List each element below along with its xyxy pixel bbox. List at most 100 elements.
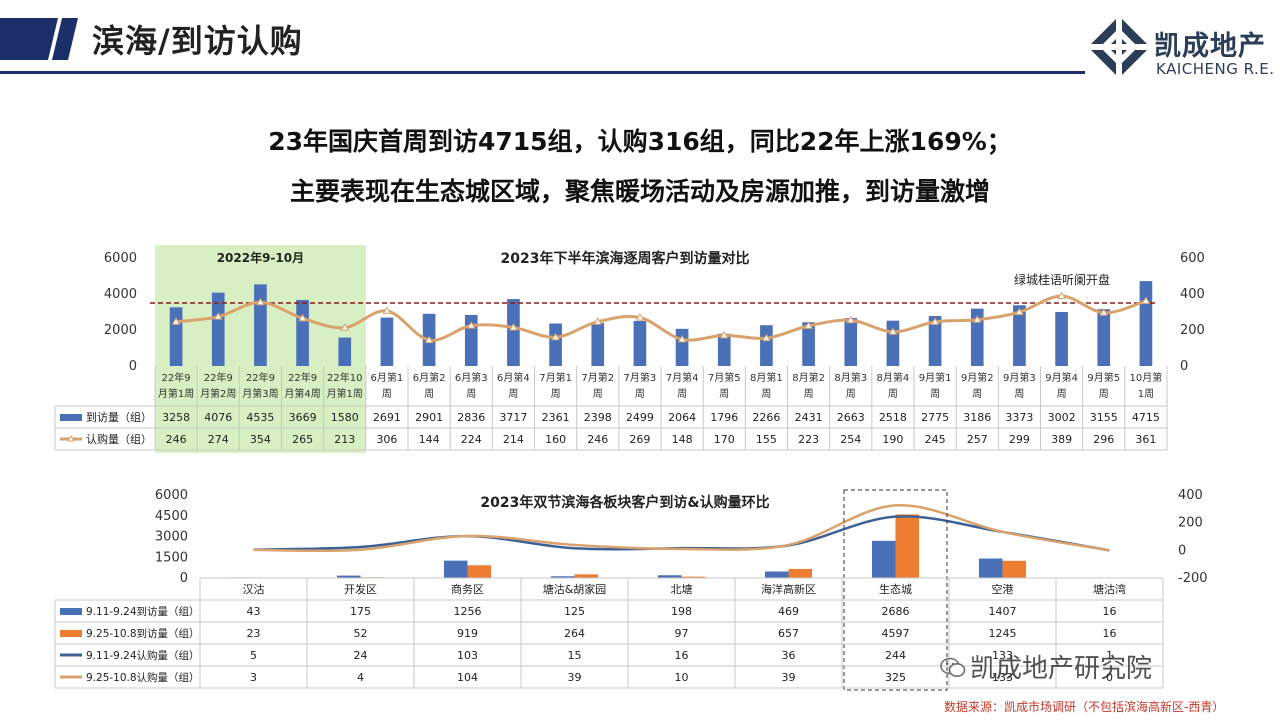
data-table: 9.11-9.24到访量（组） 43 175 1256 125 198 469 2686 140…	[54, 577, 1164, 689]
table-cell: 10	[675, 671, 689, 684]
visits-bar	[1055, 311, 1068, 366]
table-cell-visits: 2518	[879, 411, 907, 424]
table-cell: 16	[1103, 605, 1117, 618]
subscriptions-point	[382, 306, 392, 314]
table-cell: 133	[992, 671, 1013, 684]
table-cell-subs: 155	[756, 433, 777, 446]
x-category-label: 8月第3	[834, 371, 867, 384]
data-table: 到访量（组） 认购量（组） 3258 4076 4535 3669 1580 2691 2901…	[54, 366, 1168, 451]
y-left-tick-label: 2000	[104, 323, 137, 338]
highlight-label: 2022年9-10月	[217, 250, 304, 265]
x-category-label: 8月第4	[877, 371, 910, 384]
table-cell-subs: 214	[503, 433, 524, 446]
y-left-tick-label: 3000	[155, 530, 188, 545]
table-cell: 198	[671, 605, 692, 618]
subscriptions-line-period1	[253, 515, 1110, 552]
table-cell-subs: 296	[1093, 433, 1114, 446]
y-right-tick-label: 400	[1178, 488, 1203, 503]
table-cell-visits: 3002	[1048, 411, 1076, 424]
y-right-tick-label: 600	[1180, 251, 1205, 266]
y-left-tick-label: 6000	[104, 251, 137, 266]
x-category-label: 22年9	[204, 371, 233, 384]
x-category-label: 6月第3	[455, 371, 488, 384]
table-cell-visits: 2901	[415, 411, 443, 424]
table-cell: 175	[350, 605, 371, 618]
table-cell-visits: 2775	[921, 411, 949, 424]
legend-key-visits	[60, 414, 82, 421]
table-cell: 125	[564, 605, 585, 618]
y-left-tick-label: 1500	[155, 550, 188, 565]
table-cell-subs: 213	[334, 433, 355, 446]
table-cell-subs: 246	[166, 433, 187, 446]
visits-bar	[507, 299, 520, 366]
y-left-tick-label: 6000	[155, 488, 188, 503]
x-category-label: 周	[677, 388, 687, 400]
visits-bar-period2	[681, 576, 706, 578]
x-category-label: 9月第5	[1087, 371, 1120, 384]
y-left-tick-label: 0	[180, 571, 188, 586]
table-cell: 36	[782, 649, 796, 662]
table-cell-subs: 274	[208, 433, 229, 446]
visits-bar-period1	[764, 571, 789, 578]
x-category-label: 周	[1099, 388, 1109, 400]
chart-title: 2023年双节滨海各板块客户到访&认购量环比	[480, 494, 769, 511]
table-cell-visits: 2064	[668, 411, 696, 424]
x-category-label: 周	[719, 388, 729, 400]
visits-bar	[802, 322, 815, 366]
chart-title: 2023年下半年滨海逐周客户到访量对比	[501, 250, 750, 267]
table-cell-subs: 223	[798, 433, 819, 446]
x-category-label: 7月第5	[708, 371, 741, 384]
subscriptions-point	[719, 330, 729, 339]
table-cell: 657	[778, 627, 799, 640]
table-cell: 469	[778, 605, 799, 618]
table-cell-visits: 3258	[162, 411, 190, 424]
subscriptions-point	[635, 313, 645, 321]
x-category-label: 开发区	[344, 582, 377, 596]
table-cell: 16	[1103, 627, 1117, 640]
subscriptions-point	[298, 313, 307, 322]
visits-bar	[1013, 305, 1026, 366]
x-category-label: 周	[424, 388, 434, 400]
table-cell-visits: 2836	[457, 411, 485, 424]
table-cell-visits: 3717	[499, 411, 527, 424]
visits-bar	[211, 292, 225, 366]
table-cell-subs: 265	[292, 433, 313, 446]
table-cell: 325	[885, 671, 906, 684]
table-cell-subs: 190	[882, 433, 903, 446]
y-right-tick-label: 200	[1178, 516, 1203, 531]
visits-bar	[844, 318, 858, 366]
x-category-label: 北塘	[671, 582, 693, 596]
chart-annotation: 绿城桂语听阑开盘	[1014, 272, 1110, 287]
table-cell: 1245	[989, 627, 1017, 640]
x-category-label: 周	[1057, 388, 1067, 400]
subscriptions-point	[1057, 291, 1066, 299]
subscriptions-point	[551, 332, 560, 341]
x-category-label: 周	[466, 388, 476, 400]
x-category-label: 8月第2	[792, 371, 825, 384]
table-cell: 24	[354, 649, 368, 662]
subscriptions-point	[762, 333, 771, 342]
x-category-label: 周	[593, 388, 603, 400]
visits-bar-period2	[574, 574, 599, 578]
table-cell: 39	[568, 671, 582, 684]
table-cell: 23	[247, 627, 261, 640]
x-category-label: 22年9	[288, 371, 317, 384]
x-category-label: 6月第1	[371, 371, 404, 384]
visits-bar	[338, 337, 352, 366]
x-category-label: 汉沽	[243, 583, 265, 596]
kaicheng-logo-icon	[1086, 14, 1152, 80]
headline-line-1: 23年国庆首周到访4715组，认购316组，同比22年上涨169%；	[268, 127, 1012, 156]
x-category-label: 9月第4	[1045, 371, 1078, 384]
visits-bar	[169, 307, 183, 366]
x-category-label: 空港	[992, 582, 1014, 596]
table-cell-visits: 3186	[963, 411, 991, 424]
x-category-label: 周	[761, 388, 771, 400]
table-cell-visits: 2361	[542, 411, 570, 424]
logo-text-en: KAICHENG R.E.	[1156, 60, 1275, 78]
table-cell-visits: 4715	[1132, 411, 1160, 424]
x-category-label: 22年9	[246, 371, 275, 384]
x-category-label: 塘沽湾	[1093, 582, 1126, 596]
subscriptions-point	[213, 312, 223, 320]
y-left-tick-label: 4000	[104, 287, 137, 302]
subscriptions-line-period2	[253, 504, 1110, 553]
